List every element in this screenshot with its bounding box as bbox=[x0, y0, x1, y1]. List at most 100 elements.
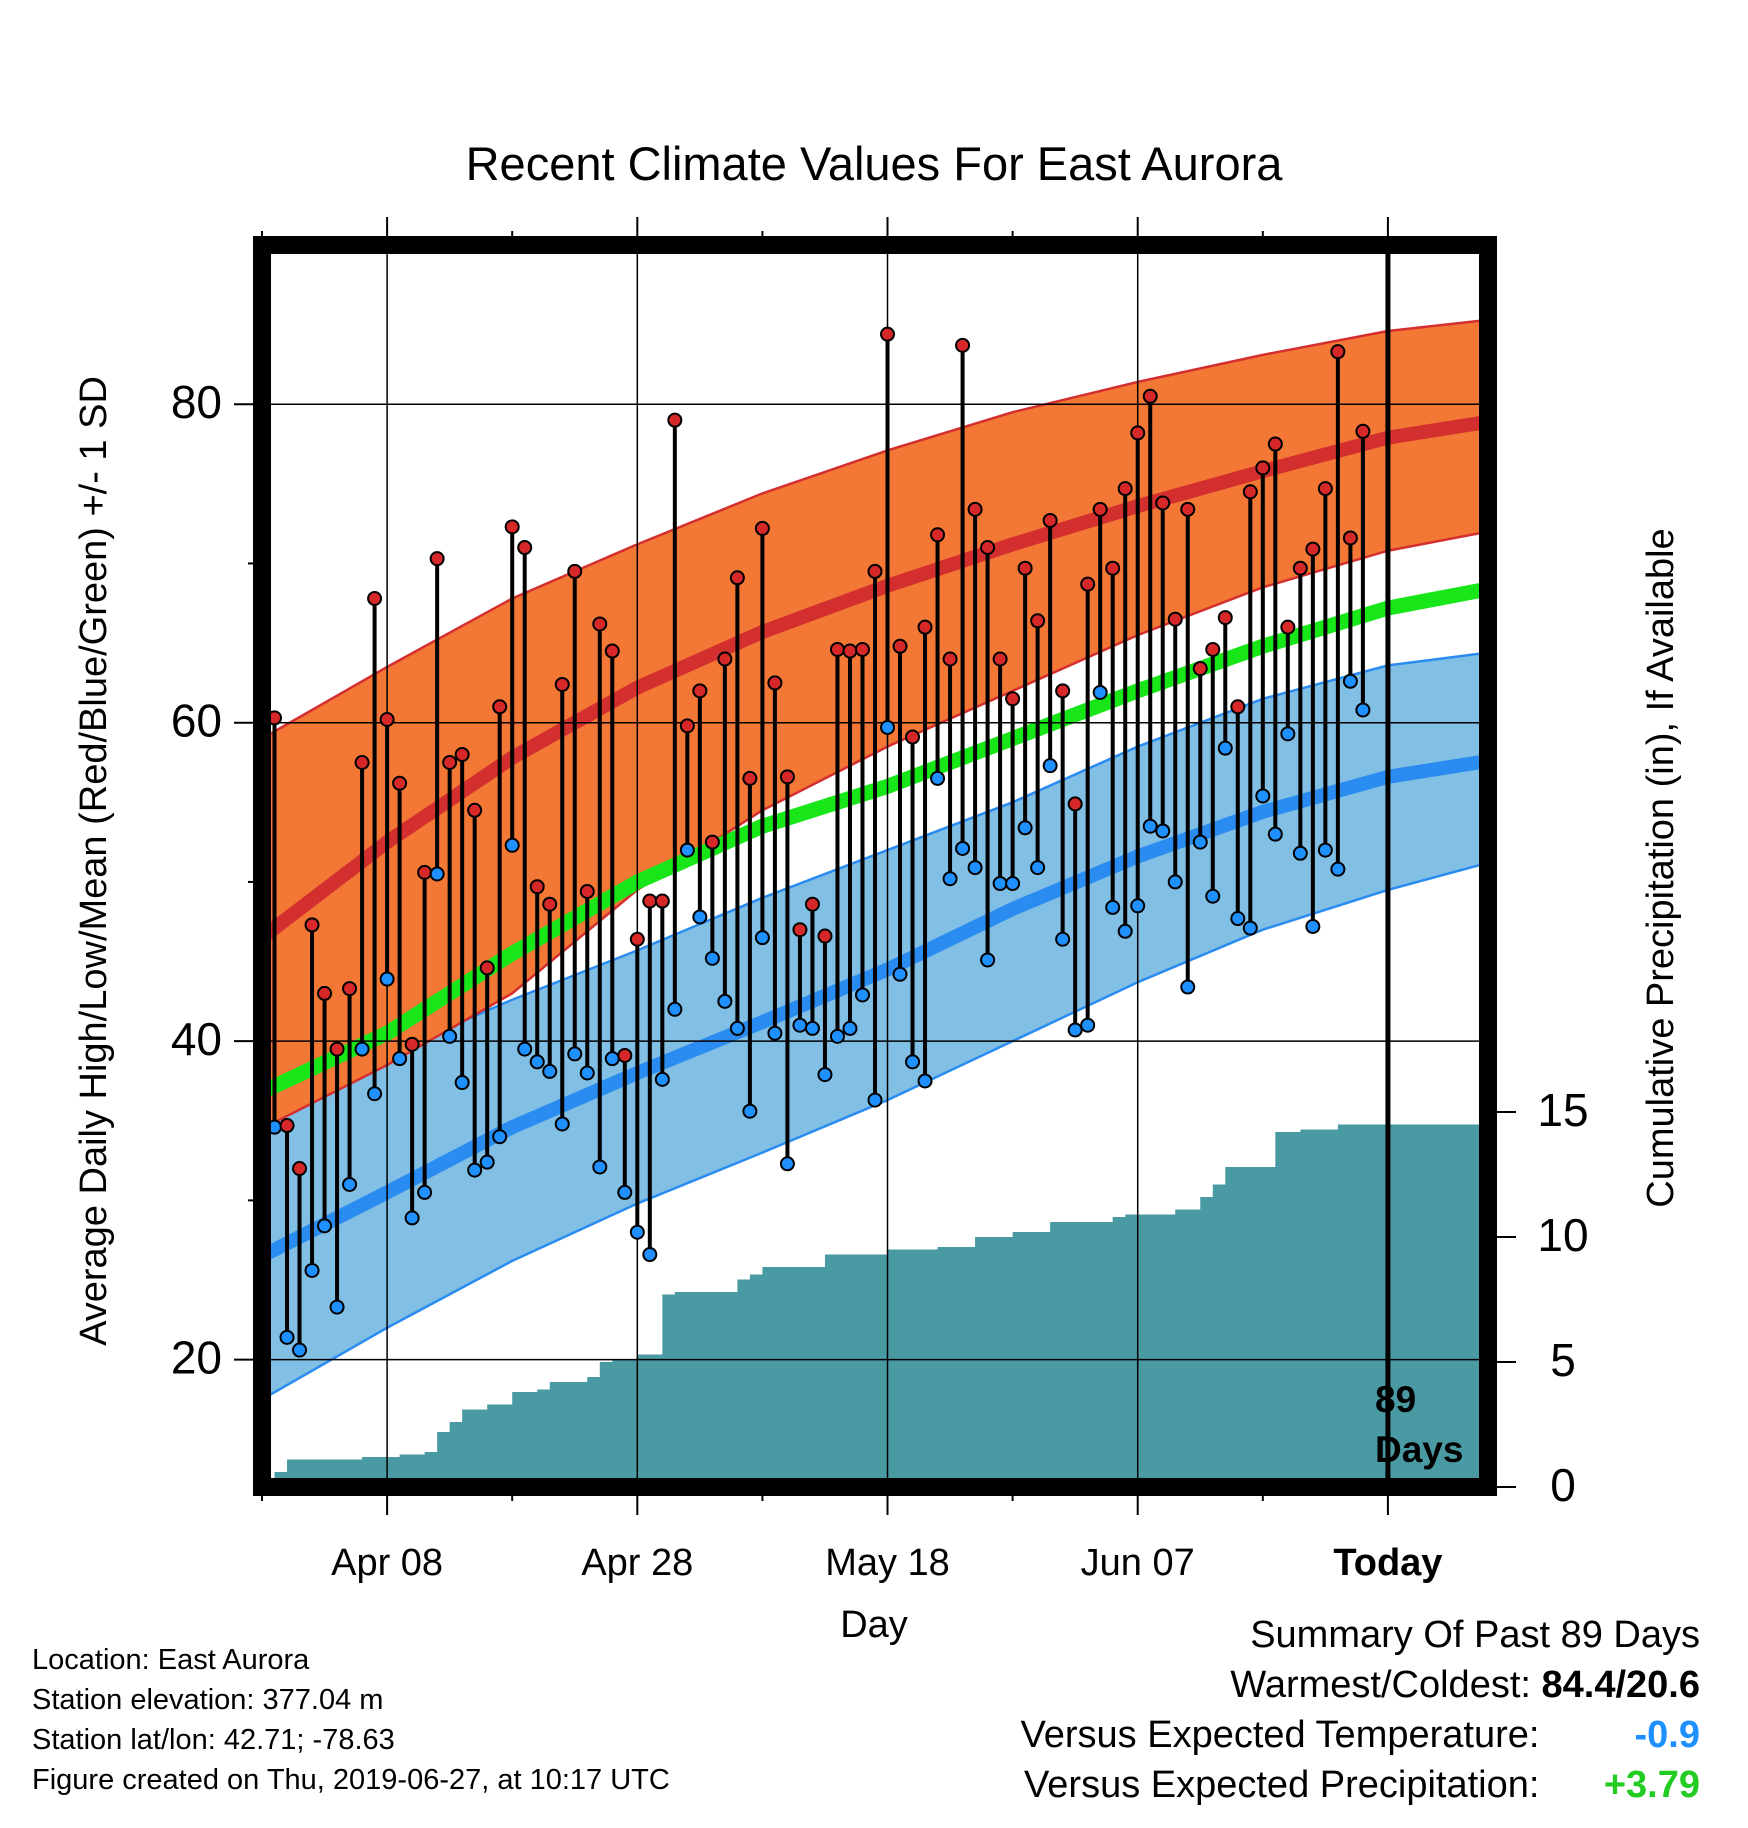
high-point bbox=[579, 883, 595, 899]
high-point bbox=[967, 501, 983, 517]
low-point bbox=[729, 1020, 745, 1036]
station-info: Location: East Aurora Station elevation:… bbox=[32, 1640, 670, 1800]
low-point bbox=[1017, 820, 1033, 836]
x-tick-label: Apr 08 bbox=[331, 1542, 443, 1584]
temp-value: -0.9 bbox=[1634, 1714, 1700, 1756]
high-point bbox=[679, 718, 695, 734]
high-point bbox=[1080, 576, 1096, 592]
y2-tick-label: 10 bbox=[1537, 1209, 1588, 1261]
y-tick-label: 60 bbox=[171, 695, 222, 747]
high-point bbox=[717, 651, 733, 667]
precip-label: Versus Expected Precipitation: bbox=[1024, 1764, 1540, 1806]
high-point bbox=[1142, 388, 1158, 404]
precip-value: +3.79 bbox=[1603, 1764, 1700, 1806]
precip-area bbox=[262, 1124, 1486, 1487]
summary-panel: Summary Of Past 89 Days Warmest/Coldest:… bbox=[1021, 1610, 1700, 1810]
high-point bbox=[1105, 560, 1121, 576]
x-axis-label: Day bbox=[840, 1604, 908, 1646]
low-point bbox=[980, 952, 996, 968]
high-point bbox=[1280, 619, 1296, 635]
high-point bbox=[905, 729, 921, 745]
latlon-text: Station lat/lon: 42.71; -78.63 bbox=[32, 1724, 395, 1756]
high-point bbox=[692, 683, 708, 699]
days-label-number: 89 bbox=[1375, 1379, 1416, 1420]
low-point bbox=[717, 993, 733, 1009]
y2-tick-label: 0 bbox=[1550, 1459, 1576, 1511]
high-point bbox=[292, 1161, 308, 1177]
low-point bbox=[829, 1028, 845, 1044]
high-point bbox=[1292, 560, 1308, 576]
high-point bbox=[1230, 699, 1246, 715]
high-point bbox=[342, 981, 358, 997]
high-point bbox=[955, 337, 971, 353]
high-point bbox=[279, 1118, 295, 1134]
high-point bbox=[492, 699, 508, 715]
low-point bbox=[604, 1051, 620, 1067]
high-point bbox=[667, 412, 683, 428]
high-point bbox=[1117, 481, 1133, 497]
low-point bbox=[454, 1075, 470, 1091]
low-point bbox=[642, 1247, 658, 1263]
high-point bbox=[704, 834, 720, 850]
high-point bbox=[1305, 541, 1321, 557]
high-point bbox=[880, 326, 896, 342]
high-point bbox=[429, 551, 445, 567]
low-point bbox=[854, 987, 870, 1003]
low-point bbox=[304, 1262, 320, 1278]
low-point bbox=[804, 1020, 820, 1036]
high-point bbox=[1342, 530, 1358, 546]
high-point bbox=[792, 922, 808, 938]
low-point bbox=[1292, 845, 1308, 861]
low-point bbox=[429, 866, 445, 882]
high-point bbox=[442, 755, 458, 770]
temp-label: Versus Expected Temperature: bbox=[1020, 1714, 1540, 1756]
low-point bbox=[467, 1162, 483, 1178]
low-point bbox=[517, 1041, 533, 1057]
low-point bbox=[754, 930, 770, 946]
low-point bbox=[492, 1129, 508, 1145]
low-point bbox=[992, 876, 1008, 892]
low-point bbox=[579, 1065, 595, 1081]
high-point bbox=[454, 747, 470, 763]
high-point bbox=[1067, 796, 1083, 812]
low-point bbox=[1092, 684, 1108, 700]
low-point bbox=[767, 1025, 783, 1041]
high-point bbox=[592, 616, 608, 632]
high-point bbox=[817, 928, 833, 944]
y2-tick-label: 15 bbox=[1537, 1084, 1588, 1136]
x-tick-label: Jun 07 bbox=[1081, 1542, 1195, 1584]
high-point bbox=[467, 802, 483, 818]
low-point bbox=[1117, 923, 1133, 939]
y-tick-label: 20 bbox=[171, 1332, 222, 1384]
x-tick-label: Apr 28 bbox=[581, 1542, 693, 1584]
low-point bbox=[1155, 823, 1171, 839]
high-point bbox=[1180, 501, 1196, 517]
high-point bbox=[542, 896, 558, 912]
created-text: Figure created on Thu, 2019-06-27, at 10… bbox=[32, 1764, 670, 1796]
high-point bbox=[1030, 613, 1046, 629]
high-point bbox=[329, 1041, 345, 1057]
high-point bbox=[1355, 423, 1371, 439]
low-point bbox=[892, 966, 908, 982]
high-point bbox=[1330, 344, 1346, 360]
low-point bbox=[1205, 888, 1221, 904]
low-point bbox=[417, 1184, 433, 1200]
high-point bbox=[767, 675, 783, 691]
summary-precip-row: Versus Expected Precipitation: +3.79 bbox=[1021, 1760, 1700, 1810]
low-point bbox=[404, 1210, 420, 1226]
low-point bbox=[1005, 876, 1021, 892]
low-point bbox=[1305, 919, 1321, 935]
location-text: Location: East Aurora bbox=[32, 1644, 310, 1676]
low-point bbox=[1317, 842, 1333, 858]
high-point bbox=[829, 641, 845, 657]
high-point bbox=[604, 643, 620, 659]
low-point bbox=[917, 1073, 933, 1089]
high-point bbox=[1005, 691, 1021, 707]
high-point bbox=[367, 590, 383, 606]
low-point bbox=[479, 1154, 495, 1170]
low-point bbox=[842, 1020, 858, 1036]
low-point bbox=[1142, 818, 1158, 834]
x-tick-label: May 18 bbox=[825, 1542, 950, 1584]
y-tick-label: 40 bbox=[171, 1013, 222, 1065]
